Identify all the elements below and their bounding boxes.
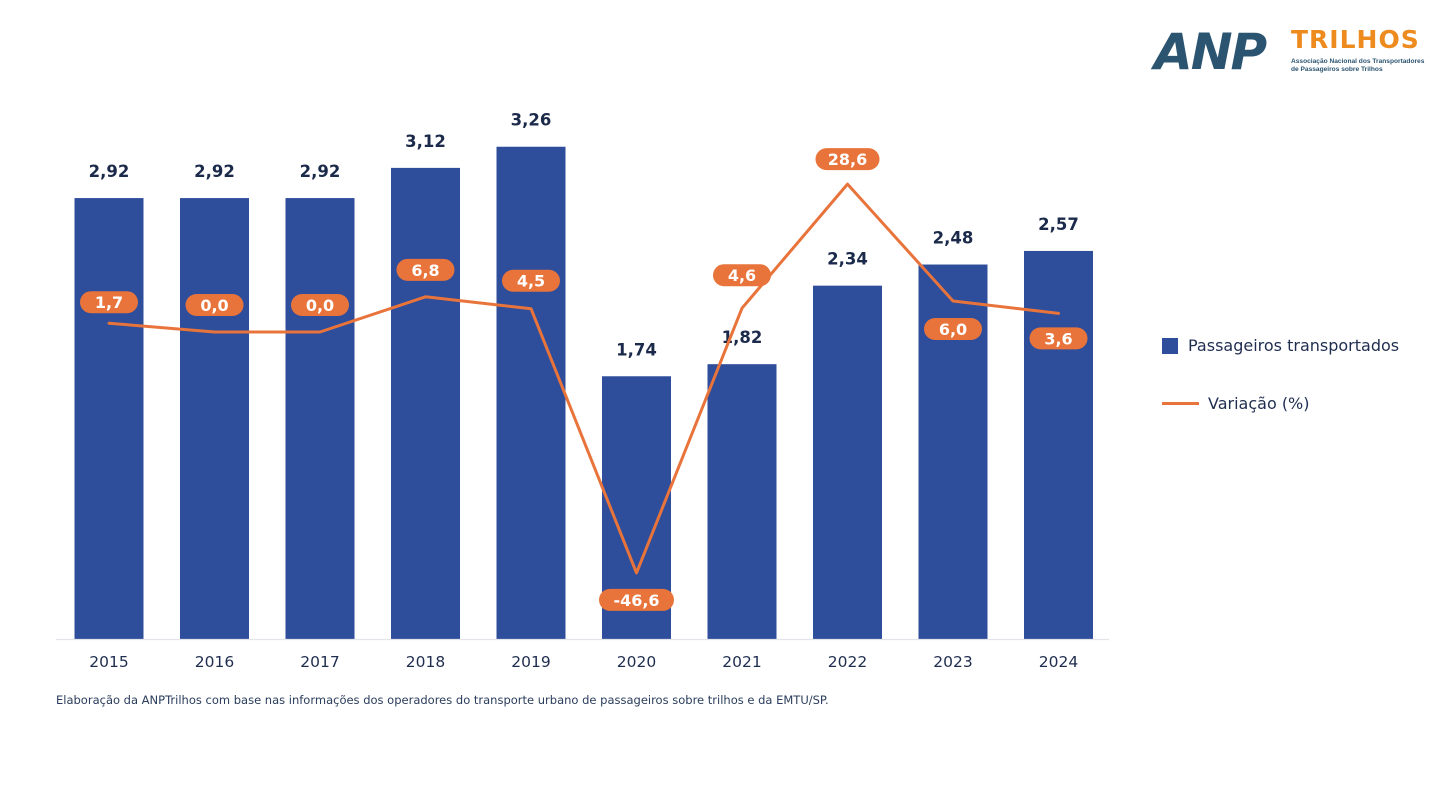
legend-bar-swatch [1162, 337, 1178, 354]
logo-trilhos-text: TRILHOS [1291, 25, 1420, 54]
x-tick-label: 2022 [828, 653, 867, 671]
legend-line-label: Variação (%) [1208, 394, 1310, 413]
logo-subtitle-line2: de Passageiros sobre Trilhos [1291, 66, 1383, 73]
legend-line-swatch [1162, 402, 1199, 405]
line-value-label: 1,7 [95, 293, 123, 312]
bar [74, 198, 144, 639]
bar-value-label: 3,26 [511, 111, 552, 130]
x-tick-label: 2019 [511, 653, 550, 671]
bar [285, 198, 355, 639]
bar [707, 364, 777, 639]
bar [813, 285, 882, 639]
line-value-pill [599, 588, 674, 611]
line-value-label: 4,6 [728, 266, 756, 285]
line-value-label: 3,6 [1044, 329, 1072, 348]
logo-subtitle-line1: Associação Nacional dos Transportadores [1291, 58, 1425, 65]
bar-value-label: 2,92 [194, 162, 235, 181]
line-value-label: 6,0 [939, 320, 967, 339]
x-tick-label: 2016 [195, 653, 234, 671]
source-note: Elaboração da ANPTrilhos com base nas in… [56, 693, 829, 707]
line-value-label: -46,6 [613, 591, 659, 610]
line-value-pill [713, 264, 771, 287]
line-value-pill [1029, 327, 1088, 350]
bar-value-label: 2,57 [1038, 215, 1079, 234]
line-value-label: 0,0 [200, 296, 228, 315]
variation-line [107, 182, 1060, 575]
bar-value-label: 2,34 [827, 250, 868, 269]
legend-item-bars: Passageiros transportados [1162, 336, 1399, 355]
anptrilhos-logo: ANP TRILHOS Associação Nacional dos Tran… [1150, 24, 1435, 84]
line-value-label: 6,8 [411, 261, 439, 280]
line-value-pill [396, 258, 455, 281]
bar-series [74, 146, 1093, 640]
logo-anp-text: ANP [1154, 23, 1267, 81]
legend-item-line: Variação (%) [1162, 394, 1310, 413]
bar-value-label: 2,92 [300, 162, 341, 181]
combo-chart: 2,92 2,92 2,923,123,261,741,822,342,482,57… [56, 111, 1109, 671]
bar [1024, 250, 1093, 639]
line-value-label: 0,0 [306, 296, 334, 315]
x-tick-label: 2021 [722, 653, 761, 671]
legend-bar-label: Passageiros transportados [1188, 336, 1400, 355]
line-value-pill [80, 291, 138, 314]
line-value-label: 28,6 [828, 150, 867, 169]
x-tick-label: 2020 [617, 653, 656, 671]
line-value-pill [815, 148, 880, 171]
bar-value-label: 2,92 [89, 162, 130, 181]
line-value-label: 4,5 [517, 272, 545, 291]
logo-subtitle: Associação Nacional dos Transportadores … [1291, 58, 1441, 74]
bar-value-label: 3,12 [405, 132, 446, 151]
x-tick-label: 2024 [1039, 653, 1078, 671]
bar-value-labels: 2,92 2,92 2,923,123,261,741,822,342,482,57 [89, 111, 1079, 360]
x-tick-labels: 2015 2016 2017 2018 2019 2020 2021 2022 2023 2024 [89, 653, 1078, 671]
bar [391, 167, 460, 639]
x-tick-label: 2018 [406, 653, 445, 671]
bar [180, 198, 249, 639]
x-tick-label: 2023 [933, 653, 972, 671]
line-value-pill [185, 294, 244, 316]
line-value-pill [502, 269, 560, 292]
bar [496, 146, 566, 640]
line-series [107, 182, 1060, 575]
line-value-pill [291, 294, 349, 316]
line-value-labels: 1,7 0,0 0,0 6,8 4,5 -46,6 4,6 28,6 6,0 3,6 [80, 148, 1088, 611]
bar-value-label: 2,48 [933, 229, 974, 248]
x-tick-label: 2015 [89, 653, 128, 671]
x-tick-label: 2017 [300, 653, 339, 671]
bar-value-label: 1,74 [616, 340, 657, 359]
line-value-pill [924, 317, 982, 340]
